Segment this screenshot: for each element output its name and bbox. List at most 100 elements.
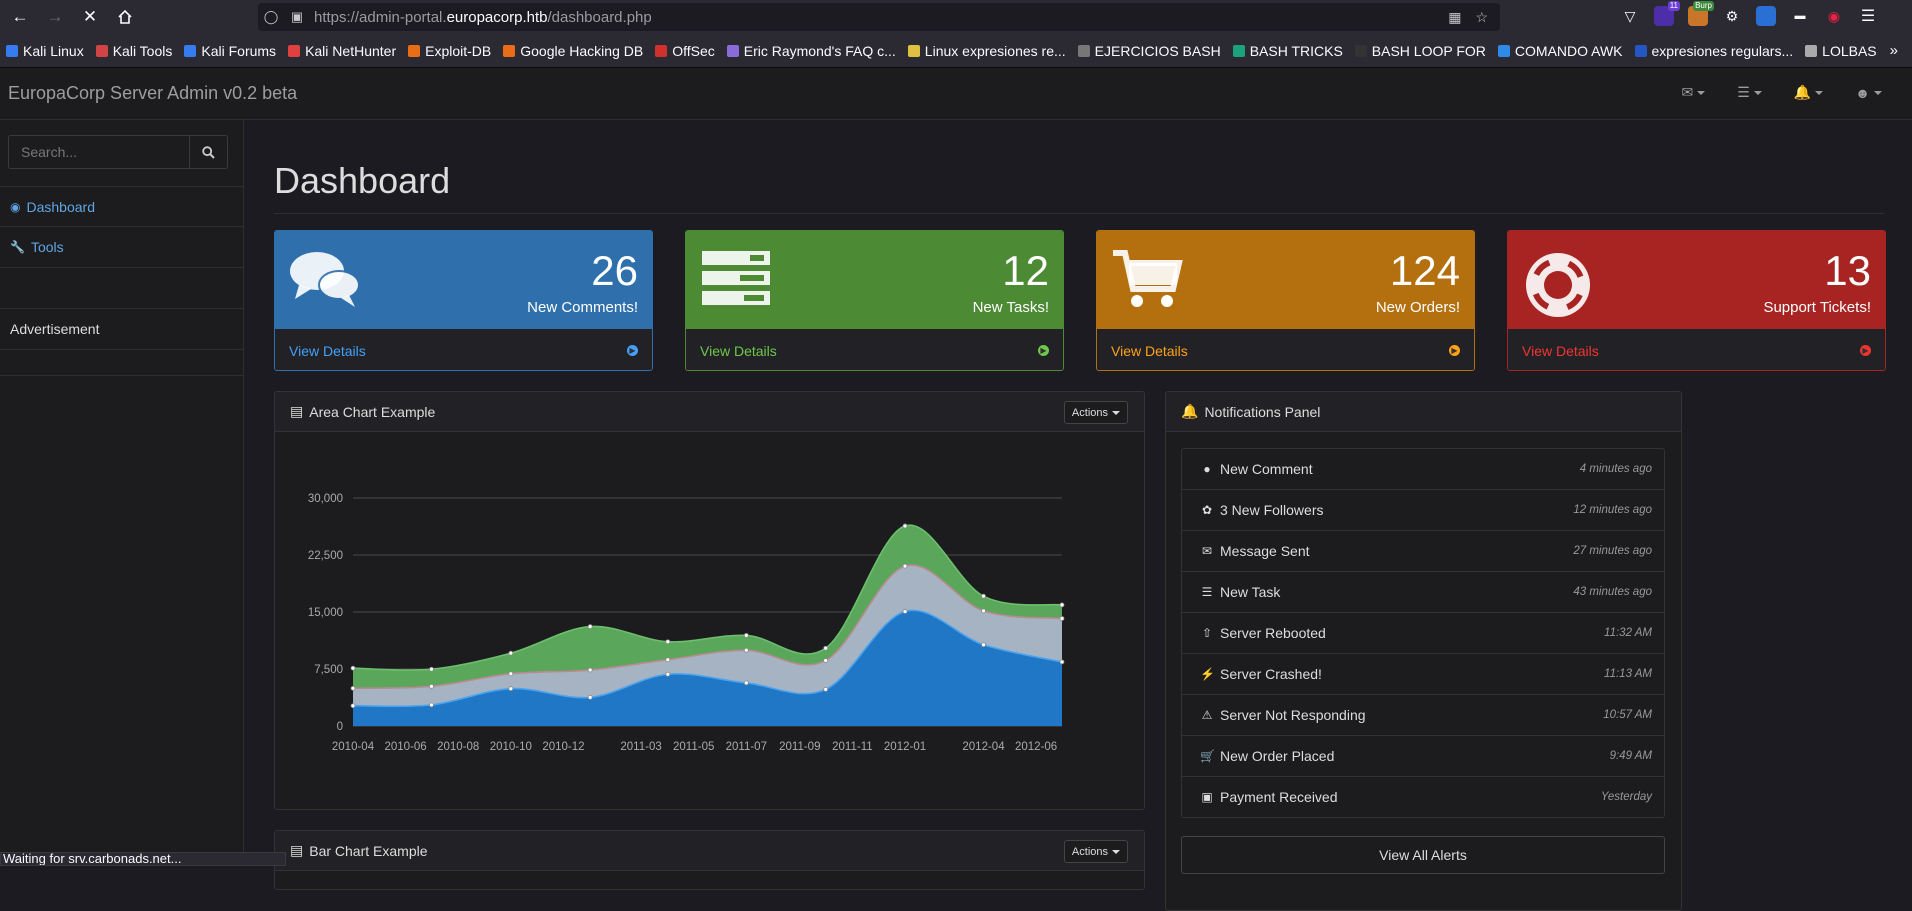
search-input[interactable] (8, 135, 190, 169)
stat-value: 12 (1002, 247, 1049, 294)
data-point (823, 645, 829, 651)
url-bar[interactable]: ◯ ▣ https://admin-portal.europacorp.htb/… (258, 3, 1500, 31)
alerts-dropdown[interactable]: 🔔 (1794, 84, 1824, 101)
lock-icon[interactable]: ▣ (290, 9, 304, 24)
search-button[interactable] (190, 135, 228, 169)
bookmarks-bar: Kali Linux Kali Tools Kali Forums Kali NetH… (0, 34, 1912, 68)
notification-item[interactable]: ✉ Message Sent 27 minutes ago (1182, 531, 1664, 572)
arrow-circle-right-icon: ▶ (1860, 345, 1871, 356)
notification-time: 11:13 AM (1604, 668, 1652, 680)
stat-label: New Tasks! (972, 299, 1049, 316)
view-details-link[interactable]: View Details ▶ (686, 329, 1063, 370)
view-details-link[interactable]: View Details ▶ (275, 329, 652, 370)
brand-title[interactable]: EuropaCorp Server Admin v0.2 beta (8, 83, 298, 103)
data-point (902, 609, 908, 614)
bookmark-item[interactable]: EJERCICIOS BASH (1077, 43, 1221, 59)
notification-item[interactable]: ▣ Payment Received Yesterday (1182, 777, 1664, 818)
notification-item[interactable]: ☰ New Task 43 minutes ago (1182, 572, 1664, 613)
sidebar-item-dashboard[interactable]: ◉ Dashboard (0, 186, 243, 227)
messages-dropdown[interactable]: ✉ (1682, 84, 1706, 101)
bookmark-item[interactable]: BASH LOOP FOR (1354, 43, 1486, 59)
bookmark-star-icon[interactable]: ☆ (1475, 8, 1488, 25)
notification-item[interactable]: ⚡ Server Crashed! 11:13 AM (1182, 654, 1664, 695)
bookmark-item[interactable]: Kali Linux (6, 43, 84, 59)
forward-icon[interactable]: → (46, 7, 64, 26)
tasks-icon: ☰ (1737, 84, 1750, 100)
tasks-dropdown[interactable]: ☰ (1737, 84, 1762, 101)
notification-time: 11:32 AM (1604, 627, 1652, 639)
bookmark-item[interactable]: COMANDO AWK (1497, 43, 1623, 59)
view-all-alerts-button[interactable]: View All Alerts (1181, 836, 1665, 874)
twitter-icon: ✿ (1201, 503, 1213, 517)
bookmark-favicon-icon (6, 44, 18, 57)
settings-extension-icon[interactable]: ⚙ (1725, 7, 1739, 24)
bookmark-item[interactable]: BASH TRICKS (1232, 43, 1343, 59)
notification-item[interactable]: ✿ 3 New Followers 12 minutes ago (1182, 490, 1664, 531)
hat-extension-icon[interactable]: ▬ (1794, 10, 1806, 22)
data-point (429, 666, 434, 672)
user-dropdown[interactable]: ☻ (1855, 84, 1882, 101)
notification-item[interactable]: ⚠ Server Not Responding 10:57 AM (1182, 695, 1664, 736)
stat-card-new-orders: 124 New Orders! View Details ▶ (1096, 230, 1475, 371)
data-point (743, 632, 749, 638)
bookmark-item[interactable]: Exploit-DB (408, 43, 491, 59)
bookmark-item[interactable]: Google Hacking DB (503, 43, 643, 59)
pocket-icon[interactable]: ▽ (1624, 7, 1636, 24)
translate-extension-icon[interactable] (1756, 6, 1776, 26)
notification-time: 4 minutes ago (1579, 463, 1652, 475)
shopping-cart-icon (1111, 249, 1183, 316)
area-line-1 (352, 564, 1063, 690)
bookmark-item[interactable]: Eric Raymond's FAQ c... (726, 43, 896, 59)
bar-chart-actions-button[interactable]: Actions (1063, 840, 1128, 863)
bookmark-favicon-icon (288, 44, 301, 57)
notification-item[interactable]: ● New Comment 4 minutes ago (1182, 449, 1664, 490)
bell-icon: 🔔 (1181, 403, 1199, 419)
bookmark-item[interactable]: Kali Forums (184, 43, 276, 59)
bookmarks-overflow-icon[interactable]: » (1889, 42, 1898, 59)
data-point (508, 686, 514, 692)
notifications-header: 🔔 Notifications Panel (1166, 392, 1681, 432)
burp-extension-icon[interactable]: Burp (1688, 1, 1714, 26)
bar-chart-panel: ▤ Bar Chart Example Actions (274, 830, 1145, 890)
extension-shield-icon[interactable]: 11 (1654, 1, 1680, 26)
notification-label: New Order Placed (1220, 748, 1335, 764)
url-text[interactable]: https://admin-portal.europacorp.htb/dash… (314, 8, 652, 26)
view-details-link[interactable]: View Details ▶ (1508, 329, 1885, 370)
notification-item[interactable]: 🛒 New Order Placed 9:49 AM (1182, 736, 1664, 777)
x-tick-label: 2010-08 (437, 741, 479, 753)
translate-icon[interactable]: ▦ (1448, 8, 1462, 25)
bookmark-item[interactable]: Kali NetHunter (288, 43, 396, 59)
page-title: Dashboard (274, 160, 451, 201)
stop-icon[interactable]: ✕ (82, 7, 98, 26)
data-point (665, 639, 671, 645)
menu-icon[interactable]: ☰ (1860, 8, 1876, 25)
spy-extension-icon[interactable]: ◉ (1827, 7, 1841, 24)
bar-chart-icon: ▤ (290, 403, 304, 419)
bookmark-favicon-icon (1077, 44, 1090, 57)
data-point (1059, 616, 1065, 621)
view-details-link[interactable]: View Details ▶ (1097, 329, 1474, 370)
stat-label: New Comments! (527, 299, 638, 316)
sidebar-item-tools[interactable]: 🔧 Tools (0, 227, 243, 268)
bookmark-item[interactable]: LOLBAS (1805, 43, 1877, 59)
sidebar-advertisement: Advertisement (0, 309, 243, 350)
shield-icon[interactable]: ◯ (263, 9, 279, 24)
browser-toolbar: ← → ✕ ◯ ▣ https://admin-portal.europacor… (0, 0, 1912, 34)
data-point (1059, 602, 1065, 608)
tasks-icon: ☰ (1201, 585, 1213, 599)
notification-item[interactable]: ⇧ Server Rebooted 11:32 AM (1182, 613, 1664, 654)
bookmark-item[interactable]: Kali Tools (95, 43, 172, 59)
notifications-list: ● New Comment 4 minutes ago ✿ 3 New Follower… (1181, 448, 1665, 818)
data-point (823, 686, 829, 692)
bookmark-item[interactable]: Linux expresiones re... (907, 43, 1066, 59)
x-tick-label: 2011-11 (832, 741, 873, 753)
bolt-icon: ⚡ (1200, 667, 1215, 681)
data-point (823, 658, 829, 663)
back-icon[interactable]: ← (11, 7, 29, 26)
bookmark-item[interactable]: expresiones regulars... (1634, 43, 1793, 59)
area-chart-actions-button[interactable]: Actions (1063, 401, 1128, 424)
y-tick-label: 7,500 (314, 664, 343, 676)
bookmark-favicon-icon (1805, 44, 1818, 57)
bookmark-item[interactable]: OffSec (655, 43, 715, 59)
home-icon[interactable] (110, 2, 140, 32)
